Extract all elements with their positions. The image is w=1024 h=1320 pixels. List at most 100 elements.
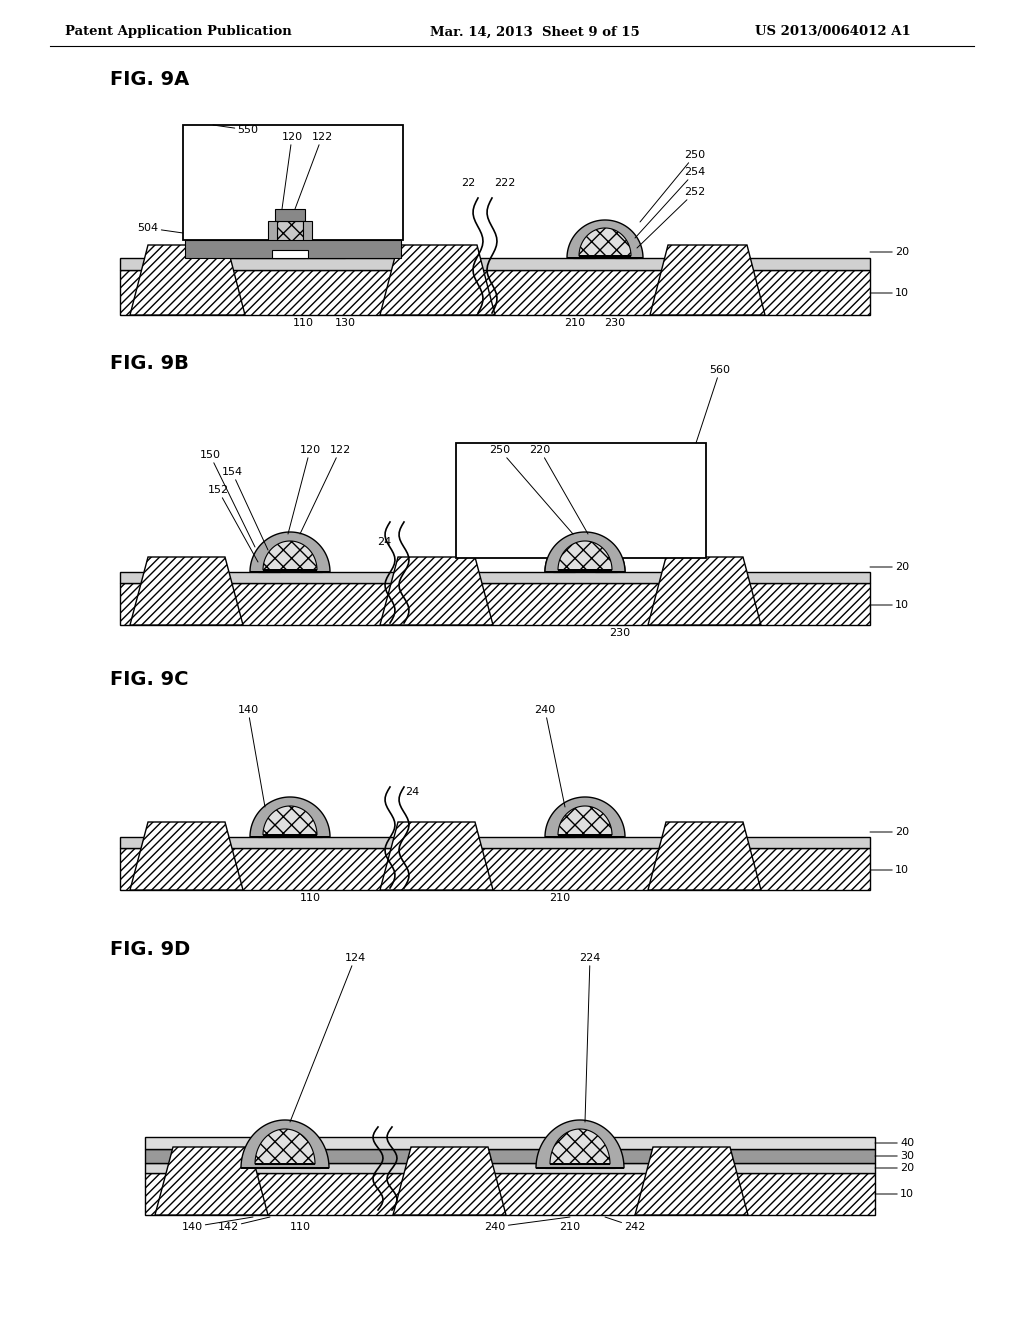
Bar bbox=[120, 847, 870, 890]
Text: 240: 240 bbox=[535, 705, 565, 807]
Text: US 2013/0064012 A1: US 2013/0064012 A1 bbox=[755, 25, 910, 38]
Bar bbox=[553, 558, 575, 572]
Bar bbox=[120, 257, 870, 271]
Polygon shape bbox=[130, 557, 243, 624]
Bar bbox=[595, 822, 617, 837]
Bar bbox=[275, 251, 305, 257]
Bar bbox=[120, 271, 870, 315]
Bar bbox=[268, 220, 278, 251]
Bar bbox=[272, 249, 308, 257]
Bar bbox=[300, 558, 322, 572]
Text: 504: 504 bbox=[137, 223, 183, 234]
Text: 22: 22 bbox=[461, 178, 475, 187]
Text: 224: 224 bbox=[580, 953, 601, 1122]
Polygon shape bbox=[550, 1129, 610, 1164]
Bar bbox=[268, 220, 278, 251]
Polygon shape bbox=[545, 532, 625, 572]
Text: 10: 10 bbox=[874, 1189, 914, 1199]
Text: 24: 24 bbox=[377, 537, 391, 546]
Text: 154: 154 bbox=[221, 467, 268, 550]
Polygon shape bbox=[650, 246, 765, 315]
Text: 24: 24 bbox=[404, 787, 419, 797]
Text: 130: 130 bbox=[335, 318, 355, 327]
Text: 252: 252 bbox=[637, 187, 706, 248]
Polygon shape bbox=[393, 1147, 506, 1214]
Polygon shape bbox=[567, 220, 643, 257]
Text: 142: 142 bbox=[217, 1217, 270, 1232]
Text: 230: 230 bbox=[604, 318, 626, 327]
Text: 110: 110 bbox=[299, 894, 321, 903]
Text: FIG. 9C: FIG. 9C bbox=[110, 671, 188, 689]
Text: 560: 560 bbox=[696, 366, 730, 444]
Text: 30: 30 bbox=[874, 1151, 914, 1162]
Text: Patent Application Publication: Patent Application Publication bbox=[65, 25, 292, 38]
Bar bbox=[258, 822, 280, 837]
Bar bbox=[553, 822, 575, 837]
Polygon shape bbox=[263, 807, 317, 836]
Bar bbox=[275, 209, 305, 220]
Polygon shape bbox=[250, 797, 330, 837]
Polygon shape bbox=[579, 228, 631, 256]
Bar bbox=[595, 558, 617, 572]
Bar bbox=[234, 240, 273, 257]
Bar bbox=[258, 558, 280, 572]
Text: 210: 210 bbox=[559, 1222, 581, 1232]
Bar bbox=[307, 240, 345, 257]
Text: 222: 222 bbox=[495, 178, 516, 187]
Text: 150: 150 bbox=[200, 450, 255, 546]
Text: 250: 250 bbox=[640, 150, 706, 222]
Polygon shape bbox=[558, 541, 612, 570]
Bar bbox=[312, 224, 345, 240]
Polygon shape bbox=[241, 1119, 329, 1168]
Text: 240: 240 bbox=[484, 1217, 570, 1232]
Polygon shape bbox=[380, 557, 493, 624]
Bar bbox=[234, 224, 268, 240]
Bar bbox=[545, 1154, 565, 1168]
Bar bbox=[145, 1148, 874, 1163]
Polygon shape bbox=[648, 822, 761, 890]
Text: 210: 210 bbox=[550, 894, 570, 903]
Bar bbox=[145, 1137, 874, 1148]
Text: 120: 120 bbox=[288, 445, 321, 535]
Bar bbox=[615, 244, 637, 257]
Bar bbox=[278, 220, 303, 251]
Text: Mar. 14, 2013  Sheet 9 of 15: Mar. 14, 2013 Sheet 9 of 15 bbox=[430, 25, 640, 38]
Text: 20: 20 bbox=[870, 247, 909, 257]
Bar bbox=[275, 209, 305, 220]
Bar bbox=[145, 1173, 874, 1214]
Bar bbox=[185, 240, 401, 257]
Bar bbox=[120, 572, 870, 583]
Text: 40: 40 bbox=[874, 1138, 914, 1148]
Polygon shape bbox=[536, 1119, 624, 1168]
Polygon shape bbox=[263, 541, 317, 570]
Bar bbox=[250, 1154, 270, 1168]
Text: FIG. 9B: FIG. 9B bbox=[110, 354, 188, 374]
Bar bbox=[120, 583, 870, 624]
Bar bbox=[183, 125, 403, 240]
Text: 10: 10 bbox=[870, 288, 909, 298]
Polygon shape bbox=[380, 246, 495, 315]
Text: 122: 122 bbox=[295, 132, 333, 209]
Text: 242: 242 bbox=[605, 1217, 646, 1232]
Polygon shape bbox=[545, 797, 625, 837]
Polygon shape bbox=[558, 807, 612, 836]
Polygon shape bbox=[130, 822, 243, 890]
Bar bbox=[120, 837, 870, 847]
Text: 122: 122 bbox=[300, 445, 350, 535]
Text: 120: 120 bbox=[282, 132, 302, 209]
Polygon shape bbox=[255, 1129, 315, 1164]
Polygon shape bbox=[380, 822, 493, 890]
Text: 110: 110 bbox=[290, 1222, 310, 1232]
Bar bbox=[300, 1154, 319, 1168]
Text: 20: 20 bbox=[874, 1163, 914, 1173]
Text: 230: 230 bbox=[609, 628, 631, 638]
Text: 254: 254 bbox=[635, 168, 706, 238]
Bar bbox=[303, 220, 312, 251]
Polygon shape bbox=[155, 1147, 268, 1214]
Text: 20: 20 bbox=[870, 828, 909, 837]
Text: 220: 220 bbox=[529, 445, 588, 535]
Text: 10: 10 bbox=[870, 865, 909, 875]
Bar bbox=[278, 220, 303, 251]
Polygon shape bbox=[130, 246, 245, 315]
Bar bbox=[595, 1154, 615, 1168]
